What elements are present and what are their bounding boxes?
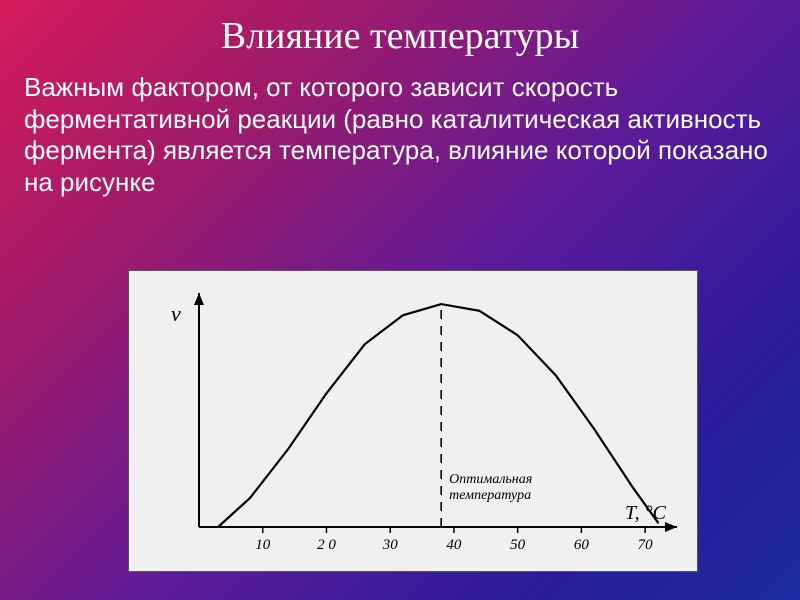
slide: Влияние температуры Важным фактором, от …: [0, 0, 800, 600]
svg-text:температура: температура: [449, 488, 531, 503]
svg-text:Оптимальная: Оптимальная: [449, 472, 532, 487]
slide-body: Важным фактором, от которого зависит ско…: [0, 58, 800, 199]
enzyme-temperature-chart: vT, °C102 03040506070Оптимальнаятемперат…: [129, 271, 697, 571]
chart-container: vT, °C102 03040506070Оптимальнаятемперат…: [128, 270, 698, 572]
svg-text:40: 40: [446, 537, 462, 553]
svg-text:v: v: [171, 301, 181, 326]
svg-text:50: 50: [510, 537, 525, 553]
svg-text:2 0: 2 0: [317, 537, 336, 553]
svg-text:70: 70: [638, 537, 654, 553]
svg-text:10: 10: [255, 537, 271, 553]
svg-text:60: 60: [574, 537, 590, 553]
svg-text:30: 30: [382, 537, 399, 553]
slide-title: Влияние температуры: [0, 0, 800, 58]
